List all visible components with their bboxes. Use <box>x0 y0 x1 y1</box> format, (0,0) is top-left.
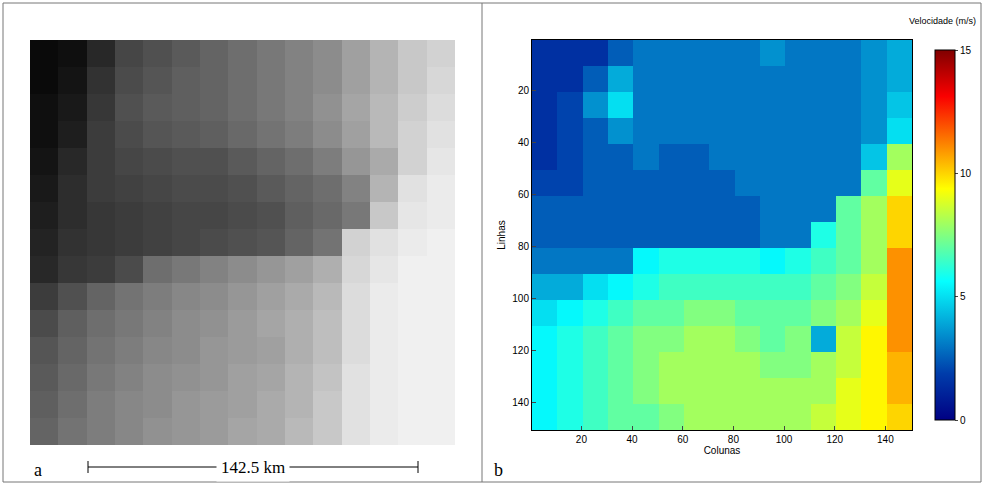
svg-text:100: 100 <box>776 434 793 445</box>
svg-text:40: 40 <box>627 434 639 445</box>
svg-text:140: 140 <box>512 397 529 408</box>
svg-text:20: 20 <box>576 434 588 445</box>
svg-text:142.5 km: 142.5 km <box>221 458 285 477</box>
svg-text:Velocidade (m/s): Velocidade (m/s) <box>909 16 976 26</box>
svg-text:b: b <box>494 460 503 480</box>
svg-text:Linhas: Linhas <box>496 220 507 249</box>
svg-text:40: 40 <box>518 137 530 148</box>
svg-text:0: 0 <box>960 415 966 426</box>
svg-text:60: 60 <box>518 189 530 200</box>
svg-text:15: 15 <box>960 45 972 56</box>
svg-text:100: 100 <box>512 293 529 304</box>
svg-text:120: 120 <box>512 345 529 356</box>
svg-text:5: 5 <box>960 291 966 302</box>
svg-text:60: 60 <box>677 434 689 445</box>
svg-text:140: 140 <box>877 434 894 445</box>
svg-text:80: 80 <box>728 434 740 445</box>
svg-text:80: 80 <box>518 241 530 252</box>
svg-text:20: 20 <box>518 85 530 96</box>
svg-text:120: 120 <box>826 434 843 445</box>
svg-text:10: 10 <box>960 168 972 179</box>
svg-text:a: a <box>34 460 42 480</box>
svg-text:Colunas: Colunas <box>704 445 741 456</box>
